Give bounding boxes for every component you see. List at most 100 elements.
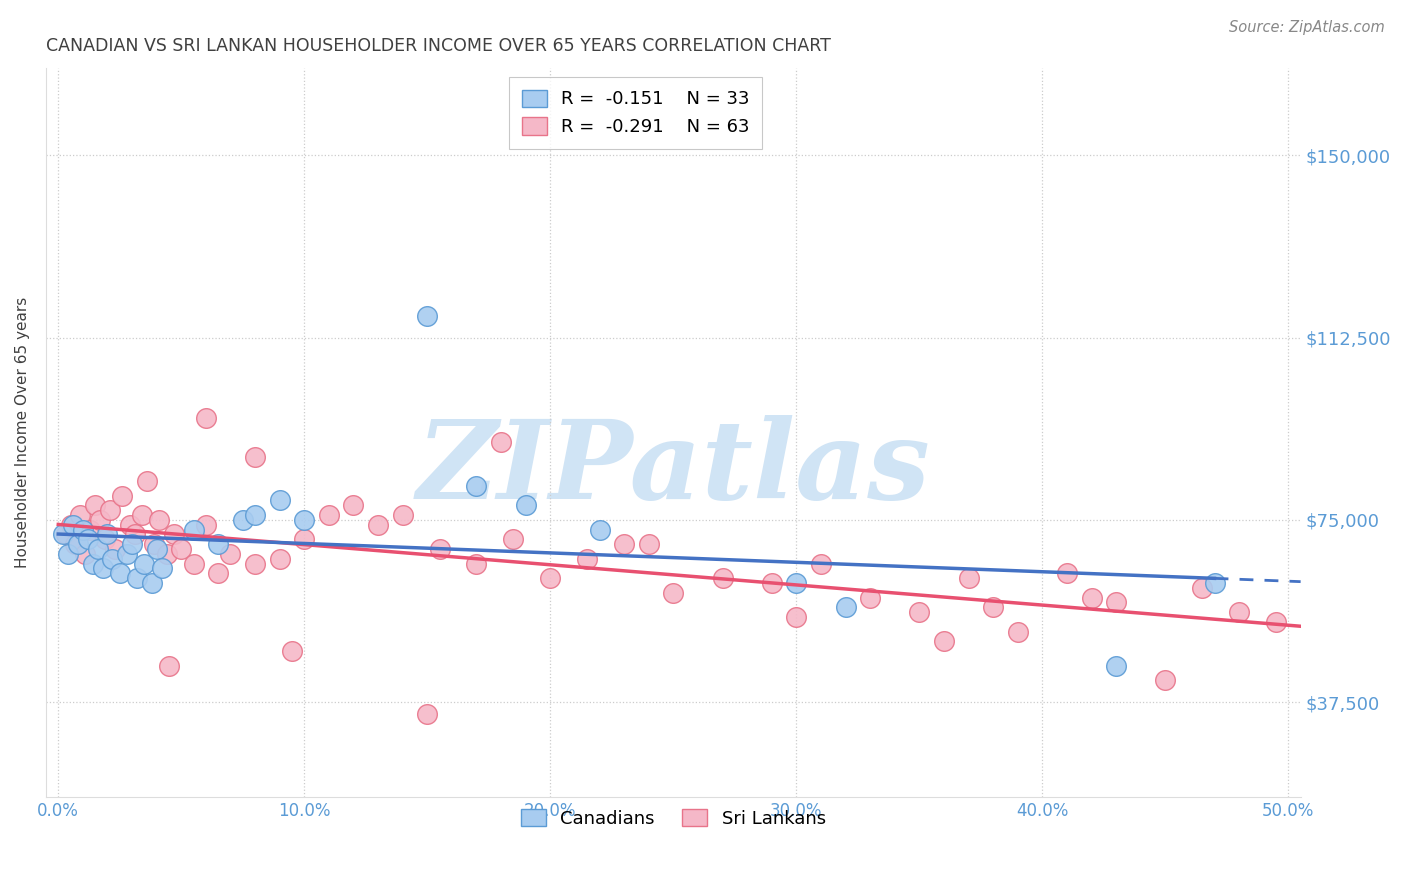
Point [108, 566, 131, 581]
Point [981, 600, 1004, 615]
Point [416, 309, 439, 323]
Point [55, 527, 77, 541]
Point [207, 566, 229, 581]
Point [232, 513, 254, 527]
Point [785, 610, 807, 624]
Point [143, 537, 166, 551]
Point [1191, 581, 1213, 595]
Point [269, 493, 291, 508]
Point [86, 541, 108, 556]
Point [66, 537, 89, 551]
Point [134, 557, 156, 571]
Point [1227, 605, 1250, 619]
Point [125, 571, 148, 585]
Text: ZIPatlas: ZIPatlas [416, 415, 931, 523]
Point [810, 557, 832, 571]
Point [281, 644, 304, 658]
Point [91, 561, 114, 575]
Point [148, 513, 170, 527]
Point [416, 707, 439, 722]
Point [391, 508, 413, 522]
Point [932, 634, 955, 648]
Point [183, 523, 205, 537]
Point [194, 410, 217, 425]
Point [576, 551, 599, 566]
Point [859, 591, 882, 605]
Point [75, 547, 97, 561]
Point [115, 547, 138, 561]
Point [637, 537, 659, 551]
Point [834, 600, 856, 615]
Point [957, 571, 980, 585]
Point [1080, 591, 1102, 605]
Point [121, 537, 143, 551]
Point [538, 571, 561, 585]
Point [1056, 566, 1078, 581]
Point [104, 541, 127, 556]
Point [243, 508, 266, 522]
Point [1105, 595, 1128, 609]
Point [69, 508, 91, 522]
Point [82, 557, 104, 571]
Point [662, 585, 685, 599]
Point [111, 489, 134, 503]
Point [711, 571, 734, 585]
Point [219, 547, 242, 561]
Point [429, 541, 451, 556]
Legend: Canadians, Sri Lankans: Canadians, Sri Lankans [513, 802, 834, 835]
Point [785, 576, 807, 591]
Point [515, 498, 537, 512]
Point [367, 517, 389, 532]
Point [318, 508, 340, 522]
Point [76, 533, 98, 547]
Point [65, 537, 87, 551]
Point [1007, 624, 1029, 639]
Point [465, 557, 488, 571]
Point [489, 435, 512, 450]
Point [89, 513, 111, 527]
Point [94, 533, 117, 547]
Point [292, 533, 315, 547]
Point [155, 547, 177, 561]
Point [207, 537, 229, 551]
Point [59, 517, 82, 532]
Point [72, 523, 94, 537]
Point [908, 605, 931, 619]
Point [101, 551, 124, 566]
Point [157, 658, 180, 673]
Point [56, 547, 79, 561]
Point [98, 503, 121, 517]
Point [588, 523, 610, 537]
Point [761, 576, 783, 591]
Point [342, 498, 364, 512]
Point [170, 541, 193, 556]
Point [243, 450, 266, 464]
Point [292, 513, 315, 527]
Point [135, 474, 157, 488]
Point [118, 517, 141, 532]
Point [131, 508, 153, 522]
Text: CANADIAN VS SRI LANKAN HOUSEHOLDER INCOME OVER 65 YEARS CORRELATION CHART: CANADIAN VS SRI LANKAN HOUSEHOLDER INCOM… [46, 37, 831, 55]
Point [124, 527, 146, 541]
Point [150, 561, 173, 575]
Point [141, 576, 163, 591]
Point [1265, 615, 1288, 629]
Point [613, 537, 636, 551]
Point [243, 557, 266, 571]
Point [1204, 576, 1226, 591]
Point [145, 541, 167, 556]
Point [96, 527, 118, 541]
Point [194, 517, 217, 532]
Point [62, 517, 84, 532]
Point [52, 527, 75, 541]
Point [183, 557, 205, 571]
Point [84, 498, 107, 512]
Point [502, 533, 524, 547]
Point [269, 551, 291, 566]
Text: Source: ZipAtlas.com: Source: ZipAtlas.com [1229, 20, 1385, 35]
Point [79, 523, 101, 537]
Point [163, 527, 186, 541]
Point [465, 479, 488, 493]
Y-axis label: Householder Income Over 65 years: Householder Income Over 65 years [15, 297, 30, 568]
Point [1154, 673, 1177, 688]
